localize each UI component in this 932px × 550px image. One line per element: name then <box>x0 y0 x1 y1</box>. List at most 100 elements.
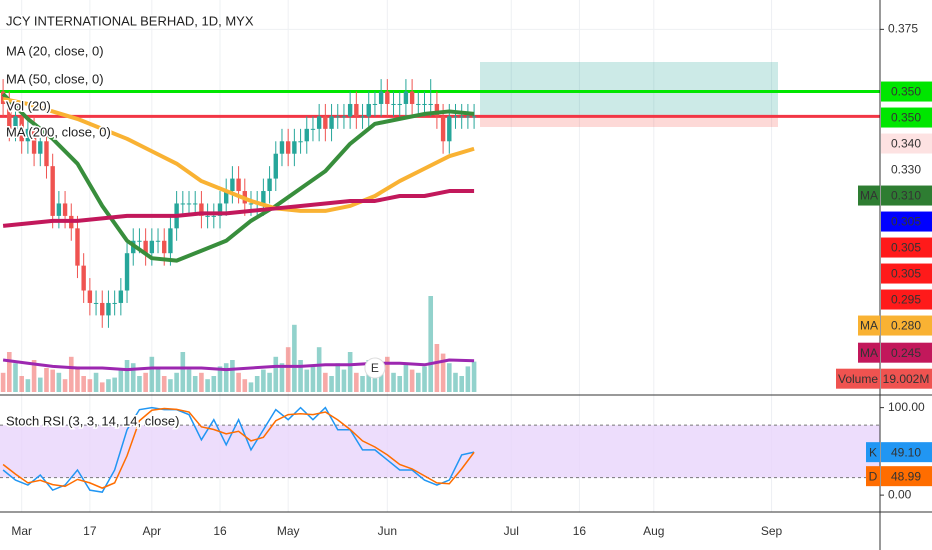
volume-bar <box>112 377 117 392</box>
price-badge-label: 0.330 <box>891 163 921 177</box>
volume-bar <box>75 366 80 392</box>
x-tick-label: May <box>277 524 300 538</box>
candle-body <box>440 116 446 142</box>
candle-body <box>168 228 173 254</box>
volume-bar <box>335 363 341 392</box>
candle-body <box>75 228 80 266</box>
candle-body <box>193 203 198 205</box>
candle-body <box>0 91 6 104</box>
volume-bar <box>397 376 403 392</box>
y-tick-label: 100.00 <box>888 400 925 414</box>
candle-body <box>180 203 186 205</box>
volume-bar <box>261 369 266 392</box>
price-badge-label: 0.340 <box>891 137 921 151</box>
candle-body <box>137 240 142 242</box>
volume-bar <box>180 352 186 392</box>
volume-bar <box>267 372 272 392</box>
volume-bar <box>304 369 310 392</box>
x-tick-label: 16 <box>213 524 227 538</box>
candle-body <box>211 215 217 217</box>
candle-body <box>112 302 117 304</box>
volume-bar <box>199 372 204 392</box>
volume-bar <box>378 369 384 392</box>
volume-bar <box>434 344 440 392</box>
badge-prefix <box>858 185 880 206</box>
badge-prefix <box>866 442 880 463</box>
candle-body <box>347 103 353 117</box>
volume-bar <box>137 376 142 392</box>
badge-prefix-label: K <box>869 445 877 459</box>
volume-bar <box>298 360 303 392</box>
candle-body <box>403 91 409 104</box>
price-badge-label: 0.305 <box>891 215 921 229</box>
candle-body <box>422 103 427 105</box>
candle-body <box>434 103 440 117</box>
candle-body <box>7 103 12 129</box>
volume-bar <box>81 376 86 392</box>
volume-bar <box>211 376 217 392</box>
volume-bar <box>236 372 241 392</box>
volume-bar <box>440 353 446 392</box>
price-badge-label: 0.295 <box>891 293 921 307</box>
volume-bar <box>428 296 434 392</box>
candle-body <box>354 103 359 117</box>
candle-body <box>459 116 464 118</box>
volume-bar <box>161 376 167 392</box>
volume-bar <box>192 376 198 392</box>
candle-body <box>372 103 378 105</box>
volume-bar <box>465 366 471 392</box>
badge-prefix-label: D <box>869 469 878 483</box>
price-badge-label: 0.310 <box>891 189 921 203</box>
indicator-title: Stoch RSI (3, 3, 14, 14, close) <box>6 413 179 428</box>
volume-bar <box>416 372 421 392</box>
volume-bar <box>44 368 49 392</box>
candle-body <box>100 302 105 316</box>
candle-body <box>38 141 43 154</box>
long-position-stop <box>480 117 778 127</box>
candle-body <box>81 265 86 291</box>
price-badge <box>881 107 932 128</box>
price-badge-label: 0.305 <box>891 241 921 255</box>
volume-bar <box>391 372 396 392</box>
price-badge-label: 48.99 <box>891 469 921 483</box>
candle-body <box>205 215 210 217</box>
candle-body <box>447 116 452 142</box>
x-tick-label: Jun <box>378 524 397 538</box>
volume-bar <box>186 369 192 392</box>
volume-bar <box>471 361 477 392</box>
candle-body <box>378 91 384 104</box>
price-badge <box>881 315 932 336</box>
candle-body <box>44 141 49 167</box>
price-badge-label: 19.002M <box>883 372 930 386</box>
ma-line <box>2 358 475 372</box>
candle-body <box>329 116 334 129</box>
badge-prefix-label: Volume <box>838 372 878 386</box>
volume-bar <box>403 363 409 392</box>
badge-prefix-label: MA <box>860 319 878 333</box>
volume-bar <box>422 366 427 392</box>
candle-body <box>465 116 471 118</box>
candle-body <box>428 103 433 105</box>
price-badge <box>881 133 932 154</box>
candle-body <box>31 128 37 154</box>
volume-bar <box>372 366 378 392</box>
price-badge-label: 0.280 <box>891 319 921 333</box>
y-tick-label: 0.375 <box>888 22 918 36</box>
volume-bar <box>6 352 12 392</box>
volume-bar <box>360 376 365 392</box>
volume-bar <box>118 369 124 392</box>
x-tick-label: Sep <box>761 524 783 538</box>
candle-body <box>273 153 278 179</box>
candle-body <box>186 203 192 205</box>
volume-bar <box>19 376 24 392</box>
volume-bar <box>149 356 155 392</box>
chart-title: JCY INTERNATIONAL BERHAD, 1D, MYX <box>6 13 254 28</box>
volume-bar <box>347 352 353 392</box>
axes: Mar 17 Apr 16 May Jun Jul 16 Aug Sep 0.375 100.00 0.… <box>11 22 932 538</box>
ma-line <box>2 189 475 228</box>
y-tick-label: 0.00 <box>888 487 912 501</box>
price-badge <box>881 81 932 102</box>
candle-body <box>267 178 272 192</box>
price-badge-label: 0.350 <box>891 111 921 125</box>
